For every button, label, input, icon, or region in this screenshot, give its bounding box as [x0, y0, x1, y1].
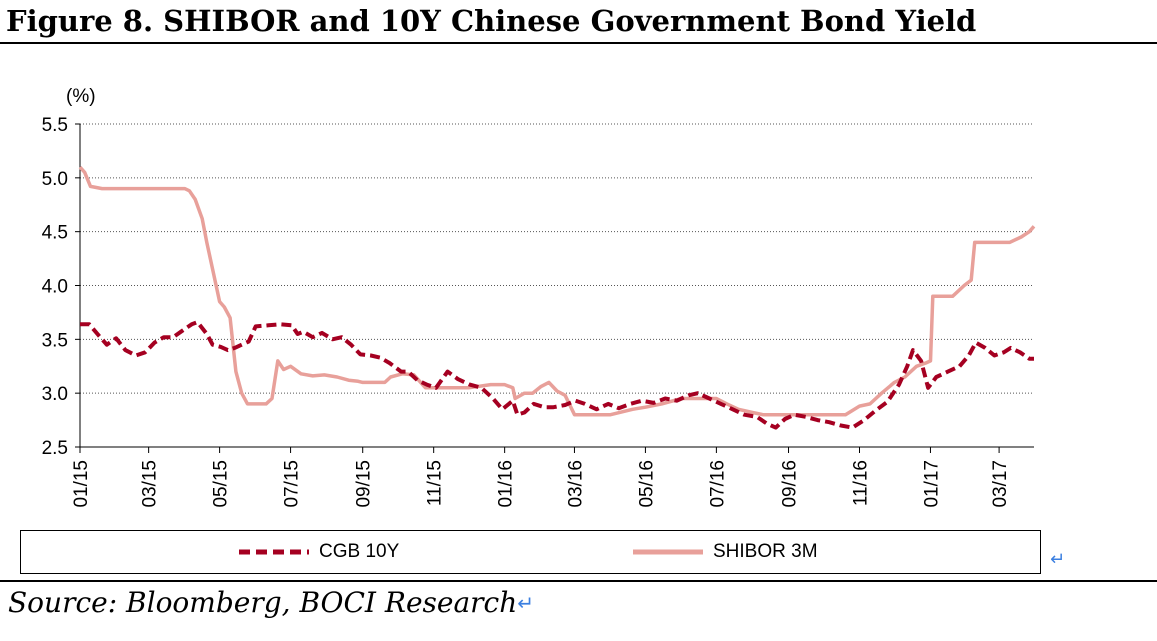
source-note: Source: Bloomberg, BOCI Research↵ [8, 585, 534, 623]
legend: CGB 10Y SHIBOR 3M [20, 530, 1041, 574]
x-tick-label: 03/17 [990, 460, 1011, 508]
x-tick-label: 05/15 [211, 460, 232, 508]
x-tick-label: 01/16 [496, 460, 517, 508]
y-tick-label: 3.0 [42, 384, 68, 405]
line-chart: 2.5 3.0 3.5 4.0 4.5 5.0 5.5 01/15 03/15 05/15 07/1… [42, 86, 1036, 508]
paragraph-mark-icon: ↵ [1050, 549, 1066, 570]
legend-swatch-shibor-3m [633, 549, 703, 555]
y-tick-label: 4.0 [42, 277, 68, 298]
y-tick-label: 2.5 [42, 438, 68, 459]
grid-lines [80, 123, 1034, 394]
y-tick-label: 4.5 [42, 223, 68, 244]
y-tick-label: 3.5 [42, 330, 68, 351]
y-tick-label: 5.0 [42, 169, 68, 190]
x-tick-label: 03/15 [140, 460, 161, 508]
axes: 2.5 3.0 3.5 4.0 4.5 5.0 5.5 01/15 03/15 05/15 07/1… [42, 115, 1034, 508]
x-tick-label: 01/17 [921, 460, 942, 508]
series-lines [78, 165, 1036, 430]
x-tick-label: 07/15 [282, 460, 303, 508]
legend-item-cgb-10y: CGB 10Y [239, 541, 399, 563]
legend-swatch-cgb-10y [239, 549, 309, 555]
legend-label-cgb-10y: CGB 10Y [319, 541, 400, 562]
x-tick-label: 03/16 [565, 460, 586, 508]
y-axis-label: (%) [66, 86, 96, 107]
figure-title: Figure 8. SHIBOR and 10Y Chinese Governm… [6, 4, 977, 38]
x-tick-label: 11/16 [850, 460, 871, 506]
x-tick-label: 07/16 [707, 460, 728, 508]
paragraph-mark-icon: ↵ [517, 591, 535, 615]
x-tick-label: 09/16 [780, 460, 801, 508]
source-text: Source: Bloomberg, BOCI Research [8, 586, 518, 619]
x-tick-label: 05/16 [636, 460, 657, 508]
title-rule [0, 42, 1157, 44]
source-rule [0, 580, 1157, 582]
series-line-shibor-3m [78, 165, 1036, 417]
y-tick-label: 5.5 [42, 115, 68, 136]
x-tick-label: 09/15 [354, 460, 375, 508]
x-tick-label: 01/15 [71, 460, 92, 508]
legend-label-shibor-3m: SHIBOR 3M [713, 541, 818, 562]
legend-item-shibor-3m: SHIBOR 3M [633, 541, 818, 563]
series-line-cgb-10y [80, 320, 1034, 430]
x-tick-label: 11/15 [425, 460, 446, 506]
